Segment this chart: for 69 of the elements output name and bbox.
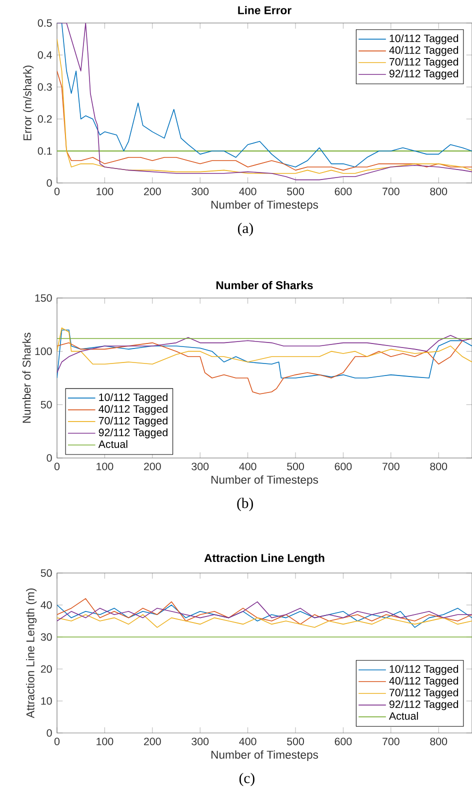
y-tick-label: 0 — [46, 179, 52, 187]
x-tick-label: 700 — [382, 462, 400, 470]
x-tick-label: 800 — [430, 462, 448, 470]
legend-label: 70/112 Tagged — [390, 688, 458, 698]
y-axis-title: Number of Sharks — [22, 332, 31, 423]
legend-label: 10/112 Tagged — [99, 393, 168, 404]
y-axis-title: Attraction Line Length (m) — [26, 588, 37, 718]
x-tick-label: 400 — [239, 738, 256, 746]
y-tick-label: 50 — [40, 569, 52, 577]
y-tick-label: 30 — [40, 633, 52, 641]
x-tick-label: 0 — [54, 188, 60, 196]
y-tick-label: 0.2 — [38, 115, 52, 123]
x-tick-label: 400 — [239, 462, 256, 470]
y-tick-label: 100 — [35, 348, 52, 356]
y-tick-label: 0 — [46, 454, 52, 462]
x-tick-label: 700 — [382, 188, 400, 196]
legend-label: 70/112 Tagged — [98, 416, 168, 427]
x-tick-label: 300 — [192, 738, 209, 746]
y-tick-label: 0 — [46, 729, 52, 737]
x-tick-label: 600 — [334, 462, 352, 470]
x-tick-label: 100 — [96, 738, 114, 746]
x-tick-label: 600 — [334, 738, 352, 746]
legend-label: 70/112 Tagged — [390, 58, 458, 68]
x-axis-title: Number of Timesteps — [211, 200, 318, 211]
x-tick-label: 0 — [54, 738, 60, 746]
y-tick-label: 0.5 — [38, 19, 52, 27]
text: (a) — [238, 222, 253, 236]
x-tick-label: 500 — [287, 738, 304, 746]
y-axis-title: Error (m/shark) — [23, 66, 34, 140]
x-tick-label: 100 — [96, 462, 114, 470]
y-tick-label: 40 — [40, 601, 52, 609]
legend-label: Actual — [98, 440, 128, 448]
x-tick-label: 200 — [144, 462, 161, 470]
x-tick-label: 400 — [239, 188, 256, 196]
legend-label: 40/112 Tagged — [98, 404, 168, 415]
x-tick-label: 700 — [382, 738, 400, 746]
legend-label: 92/112 Tagged — [98, 428, 168, 438]
x-tick-label: 300 — [192, 462, 209, 470]
y-tick-label: 0.4 — [38, 51, 52, 59]
legend-label: 10/112 Tagged — [390, 34, 458, 44]
x-tick-label: 200 — [144, 738, 161, 746]
legend-label: 92/112 Tagged — [389, 70, 458, 80]
y-tick-label: 20 — [40, 665, 52, 673]
x-tick-label: 800 — [430, 188, 448, 196]
y-tick-label: 0.1 — [38, 147, 52, 155]
x-tick-label: 500 — [287, 188, 304, 196]
x-axis-title: Number of Timesteps — [211, 750, 318, 761]
y-tick-label: 0.3 — [38, 83, 52, 91]
chart-title: Number of Sharks — [216, 280, 313, 290]
text: (b) — [237, 498, 253, 512]
legend-label: 92/112 Tagged — [389, 700, 458, 710]
x-tick-label: 200 — [144, 188, 161, 196]
chart-title: Line Error — [238, 6, 292, 14]
legend-label: Actual — [388, 712, 418, 720]
x-tick-label: 100 — [96, 188, 114, 196]
legend-label: 10/112 Tagged — [390, 665, 458, 675]
x-tick-label: 500 — [287, 462, 304, 470]
x-axis-title: Number of Timesteps — [211, 475, 318, 486]
x-tick-label: 600 — [334, 188, 352, 196]
legend-label: 40/112 Tagged — [389, 676, 458, 687]
chart-title: Attraction Line Length — [204, 554, 324, 564]
text: (c) — [239, 772, 254, 786]
y-tick-label: 150 — [35, 294, 52, 302]
x-tick-label: 300 — [192, 188, 209, 196]
x-tick-label: 0 — [54, 462, 60, 470]
y-tick-label: 10 — [41, 697, 52, 705]
legend-label: 40/112 Tagged — [389, 46, 458, 56]
x-tick-label: 800 — [430, 738, 448, 746]
y-tick-label: 50 — [40, 400, 52, 408]
